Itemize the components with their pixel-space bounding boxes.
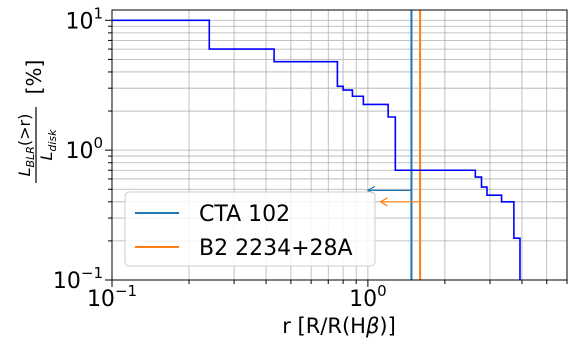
legend-label: CTA 102: [199, 202, 290, 227]
x-axis-label: r [R/R(Hβ)]: [282, 314, 396, 338]
legend: CTA 102 B2 2234+28A: [124, 191, 376, 267]
legend-box: [124, 191, 376, 267]
y-axis-label: LBLR(>r) Ldisk [%]: [15, 60, 59, 183]
y-tick-label: 100: [65, 134, 103, 164]
legend-label: B2 2234+28A: [199, 236, 353, 261]
y-tick-label: 101: [65, 4, 103, 34]
data-layer: [112, 10, 521, 280]
x-tick-label: 100: [349, 282, 387, 312]
y-label-unit: [%]: [22, 60, 46, 95]
arrow-head: [379, 197, 388, 207]
x-tick-label: 10−1: [87, 282, 137, 312]
y-label-numerator: LBLR(>r): [15, 114, 37, 177]
y-tick-label: 10−1: [53, 264, 103, 294]
y-label-denominator: Ldisk: [37, 129, 59, 161]
luminosity-step-curve: [112, 19, 521, 280]
ticks: 10−1 100 10−1 100 101: [53, 4, 568, 312]
plot-frame: [111, 9, 568, 281]
